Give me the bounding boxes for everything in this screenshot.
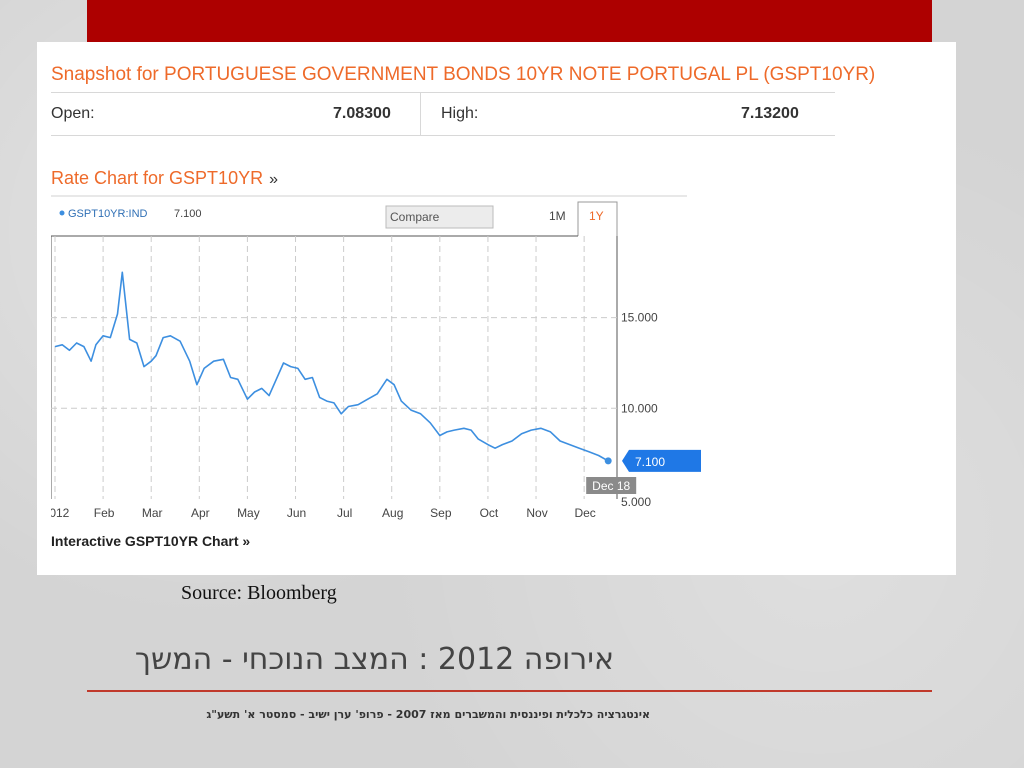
x-tick-label: 2012 (51, 506, 70, 520)
open-label: Open: (51, 105, 95, 122)
x-tick-label: Aug (382, 506, 403, 520)
quote-divider (420, 93, 421, 135)
legend-value: 7.100 (174, 208, 202, 220)
range-button-1m[interactable]: 1M (549, 209, 566, 223)
rate-chart[interactable]: GSPT10YR:IND 7.100 Compare 1M 1Y 2012 Feb… (51, 194, 711, 534)
x-tick-label: Apr (191, 506, 210, 520)
x-tick-label: Sep (430, 506, 452, 520)
x-tick-label: Mar (142, 506, 163, 520)
rate-chart-arrow-icon[interactable]: » (269, 171, 278, 188)
range-tab-1y-frame[interactable] (577, 201, 618, 236)
range-button-1y[interactable]: 1Y (589, 209, 604, 223)
x-tick-label: Nov (526, 506, 547, 520)
rate-chart-title-text[interactable]: Rate Chart for GSPT10YR (51, 168, 264, 188)
last-point-marker[interactable] (604, 457, 612, 465)
interactive-chart-arrow-icon[interactable]: » (242, 533, 251, 549)
title-divider (87, 690, 932, 692)
plot-area[interactable]: 2012 Feb Mar Apr May Jun Jul Aug Sep Oct Nov Dec 15.… (51, 235, 701, 520)
slide-title: אירופה 2012 : המצב הנוכחי - המשך (134, 642, 614, 677)
slide-footer: אינטגרציה כלכלית ופיננסית והמשברים מאז 2… (206, 708, 650, 721)
current-value-tag (622, 449, 701, 472)
series-line[interactable] (54, 271, 609, 462)
x-tick-label: May (237, 506, 260, 520)
x-tick-label: Dec (574, 506, 595, 520)
top-accent-bar (87, 0, 932, 42)
date-tag-label: Dec 18 (592, 479, 630, 493)
current-value-label: 7.100 (635, 455, 665, 469)
compare-input[interactable] (385, 205, 494, 229)
y-tick-label: 15.000 (621, 311, 658, 325)
interactive-chart-link-text[interactable]: Interactive GSPT10YR Chart (51, 533, 239, 549)
x-tick-label: Jun (287, 506, 306, 520)
high-value: 7.13200 (741, 105, 799, 122)
open-value: 7.08300 (333, 105, 391, 122)
compare-input-label: Compare (390, 210, 440, 224)
x-tick-label: Jul (337, 506, 352, 520)
x-tick-label: Oct (480, 506, 499, 520)
source-caption: Source: Bloomberg (181, 582, 337, 604)
x-tick-label: Feb (94, 506, 115, 520)
rate-chart-title[interactable]: Rate Chart for GSPT10YR » (51, 168, 278, 189)
y-tick-label: 10.000 (621, 401, 658, 415)
interactive-chart-link[interactable]: Interactive GSPT10YR Chart » (51, 533, 250, 549)
legend-dot-icon (59, 210, 65, 216)
legend-ticker[interactable]: GSPT10YR:IND (68, 208, 148, 220)
y-tick-label: 5.000 (621, 495, 651, 509)
high-label: High: (441, 105, 479, 122)
date-tag-box (586, 477, 637, 494)
bloomberg-panel: Snapshot for PORTUGUESE GOVERNMENT BONDS… (37, 42, 956, 575)
snapshot-title: Snapshot for PORTUGUESE GOVERNMENT BONDS… (51, 64, 876, 85)
quote-table: Open: 7.08300 High: 7.13200 (51, 92, 835, 136)
